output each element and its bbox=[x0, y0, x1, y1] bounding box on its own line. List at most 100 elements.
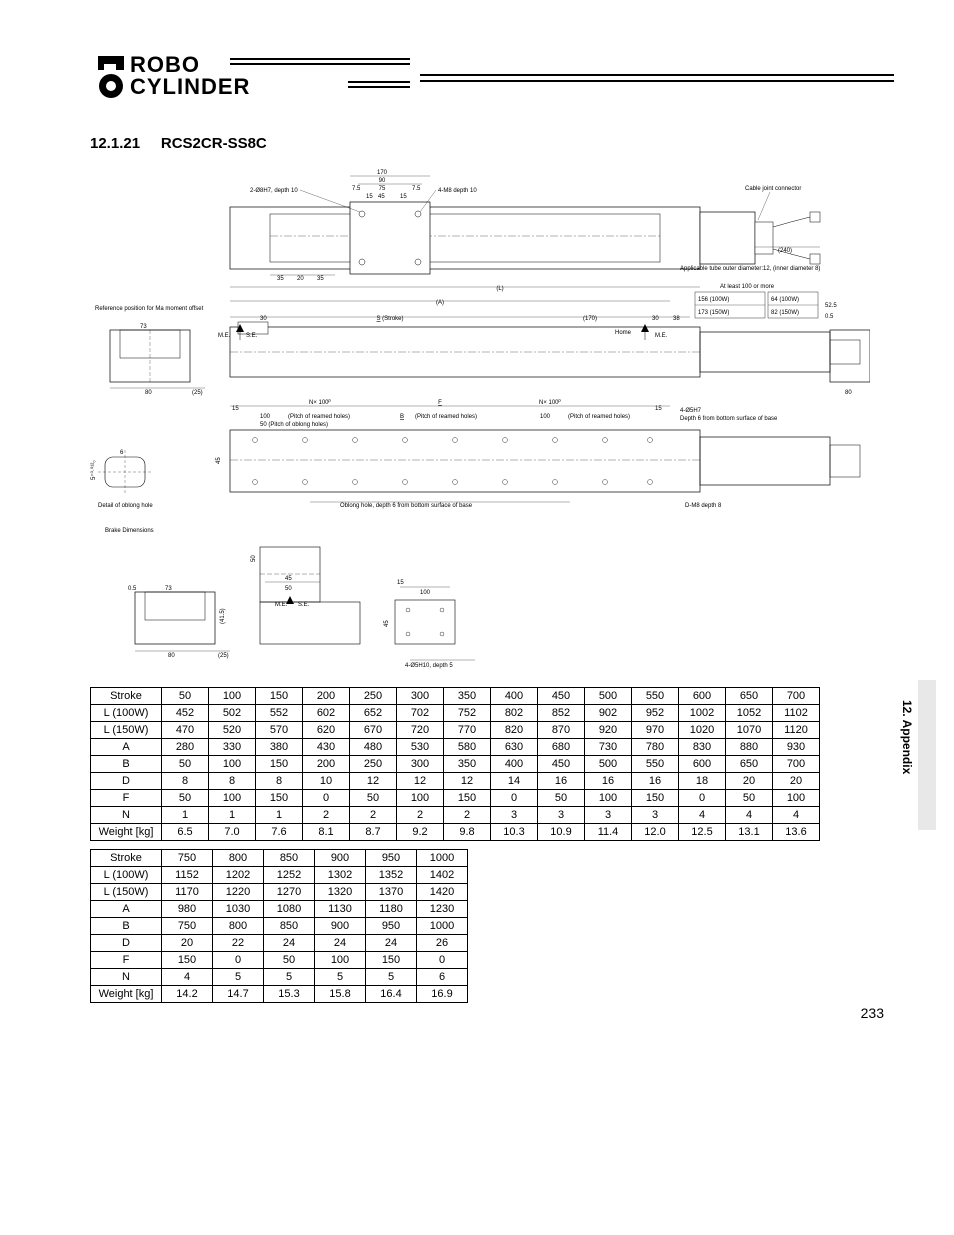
svg-text:80: 80 bbox=[845, 390, 852, 396]
cell: 24 bbox=[264, 935, 315, 952]
cell: 670 bbox=[350, 722, 397, 739]
cell: 100 bbox=[209, 688, 256, 705]
table-row: L (150W)47052057062067072077082087092097… bbox=[91, 722, 820, 739]
cell: 12 bbox=[350, 773, 397, 790]
row-label: N bbox=[91, 969, 162, 986]
svg-text:15: 15 bbox=[366, 194, 373, 200]
svg-text:(Pitch of reamed holes): (Pitch of reamed holes) bbox=[415, 414, 477, 420]
bottom-view: 15 N× 100ᴾ F N× 100ᴾ 15 100 (Pitch of re… bbox=[216, 399, 860, 509]
svg-text:156 (100W): 156 (100W) bbox=[698, 297, 729, 303]
svg-text:M.E.: M.E. bbox=[275, 602, 288, 608]
svg-text:45: 45 bbox=[285, 576, 292, 582]
svg-text:M.E.: M.E. bbox=[655, 333, 668, 339]
cell: 200 bbox=[303, 688, 350, 705]
section-number: 12.1.21 bbox=[90, 135, 140, 152]
cell: 13.6 bbox=[773, 824, 820, 841]
cell: 15.8 bbox=[315, 986, 366, 1003]
svg-text:45: 45 bbox=[216, 457, 222, 464]
svg-text:At least 100 or more: At least 100 or more bbox=[720, 284, 775, 290]
svg-text:Depth 6 from bottom surface of: Depth 6 from bottom surface of base bbox=[680, 416, 778, 422]
cell: 880 bbox=[726, 739, 773, 756]
cell: 150 bbox=[256, 790, 303, 807]
cell: 50 bbox=[264, 952, 315, 969]
cell: 11.4 bbox=[585, 824, 632, 841]
table-row: L (100W)115212021252130213521402 bbox=[91, 867, 468, 884]
cell: 50 bbox=[350, 790, 397, 807]
cell: 800 bbox=[213, 850, 264, 867]
cell: 9.2 bbox=[397, 824, 444, 841]
cell: 430 bbox=[303, 739, 350, 756]
cell: 3 bbox=[538, 807, 585, 824]
cell: 1080 bbox=[264, 901, 315, 918]
cell: 900 bbox=[315, 850, 366, 867]
cell: 700 bbox=[773, 756, 820, 773]
top-view: 2-Ø8H7, depth 10 170 90 75 7.5 7.5 15 45… bbox=[230, 170, 820, 282]
cell: 1 bbox=[256, 807, 303, 824]
spec-table-2: Stroke7508008509009501000L (100W)1152120… bbox=[90, 849, 468, 1003]
cell: 470 bbox=[162, 722, 209, 739]
cell: 4 bbox=[773, 807, 820, 824]
cell: 5 bbox=[213, 969, 264, 986]
technical-drawing: 2-Ø8H7, depth 10 170 90 75 7.5 7.5 15 45… bbox=[90, 162, 870, 672]
cell: 2 bbox=[303, 807, 350, 824]
cell: 1302 bbox=[315, 867, 366, 884]
svg-text:D-M8 depth 8: D-M8 depth 8 bbox=[685, 503, 722, 509]
cell: 1420 bbox=[417, 884, 468, 901]
oblong-detail: 6 5⁺⁰·⁰¹²₀ Detail of oblong hole bbox=[90, 450, 153, 509]
svg-text:35: 35 bbox=[277, 276, 284, 282]
cell: 12.0 bbox=[632, 824, 679, 841]
svg-text:73: 73 bbox=[165, 586, 172, 592]
cell: 1402 bbox=[417, 867, 468, 884]
cell: 920 bbox=[585, 722, 632, 739]
cell: 24 bbox=[315, 935, 366, 952]
cell: 930 bbox=[773, 739, 820, 756]
svg-text:50: 50 bbox=[285, 586, 292, 592]
svg-text:4-M8 depth 10: 4-M8 depth 10 bbox=[438, 188, 477, 194]
svg-text:M.E.: M.E. bbox=[218, 333, 231, 339]
cell: 100 bbox=[585, 790, 632, 807]
cell: 450 bbox=[538, 688, 585, 705]
page-number: 233 bbox=[861, 1005, 884, 1021]
cell: 4 bbox=[162, 969, 213, 986]
cell: 702 bbox=[397, 705, 444, 722]
cell: 570 bbox=[256, 722, 303, 739]
table-row: B501001502002503003504004505005506006507… bbox=[91, 756, 820, 773]
cell: 14 bbox=[491, 773, 538, 790]
cell: 1102 bbox=[773, 705, 820, 722]
cell: 2 bbox=[397, 807, 444, 824]
cell: 8 bbox=[162, 773, 209, 790]
cell: 18 bbox=[679, 773, 726, 790]
cell: 380 bbox=[256, 739, 303, 756]
row-label: F bbox=[91, 790, 162, 807]
cell: 5 bbox=[264, 969, 315, 986]
cell: 700 bbox=[773, 688, 820, 705]
cell: 7.0 bbox=[209, 824, 256, 841]
cell: 100 bbox=[209, 790, 256, 807]
cell: 150 bbox=[256, 756, 303, 773]
robo-cylinder-logo: ROBO CYLINDER bbox=[90, 50, 410, 100]
cell: 600 bbox=[679, 688, 726, 705]
svg-text:S.E.: S.E. bbox=[298, 602, 310, 608]
cell: 16 bbox=[538, 773, 585, 790]
row-label: D bbox=[91, 935, 162, 952]
row-label: Stroke bbox=[91, 688, 162, 705]
svg-text:N× 100ᴾ: N× 100ᴾ bbox=[309, 399, 332, 406]
cell: 16.9 bbox=[417, 986, 468, 1003]
cell: 300 bbox=[397, 756, 444, 773]
cell: 750 bbox=[162, 850, 213, 867]
cell: 20 bbox=[773, 773, 820, 790]
table-row: A98010301080113011801230 bbox=[91, 901, 468, 918]
svg-text:73: 73 bbox=[140, 324, 147, 330]
svg-text:(Pitch of reamed holes): (Pitch of reamed holes) bbox=[568, 414, 630, 420]
cell: 50 bbox=[162, 756, 209, 773]
cell: 780 bbox=[632, 739, 679, 756]
cell: 580 bbox=[444, 739, 491, 756]
svg-text:4-Ø5H10, depth 5: 4-Ø5H10, depth 5 bbox=[405, 663, 453, 669]
cell: 1070 bbox=[726, 722, 773, 739]
cell: 7.6 bbox=[256, 824, 303, 841]
row-label: Weight [kg] bbox=[91, 986, 162, 1003]
cell: 12 bbox=[444, 773, 491, 790]
cell: 3 bbox=[491, 807, 538, 824]
cell: 950 bbox=[366, 918, 417, 935]
table-row: A280330380430480530580630680730780830880… bbox=[91, 739, 820, 756]
